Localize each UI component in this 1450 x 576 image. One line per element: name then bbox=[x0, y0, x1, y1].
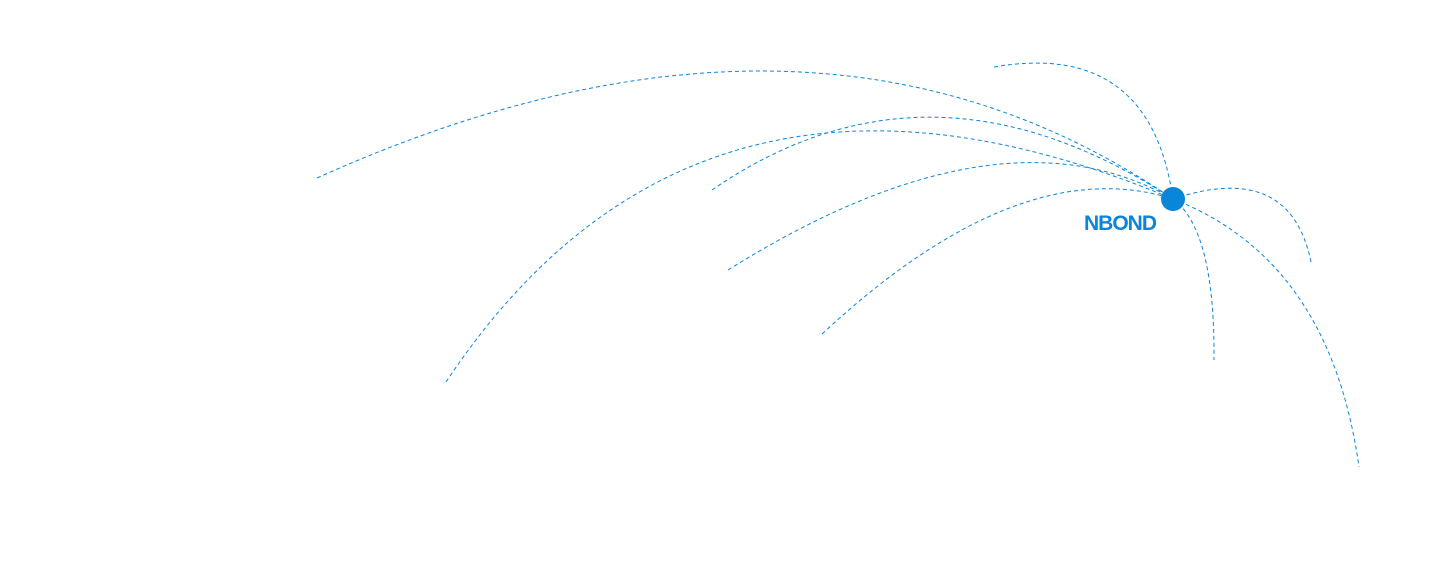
connection-arc bbox=[1172, 187, 1312, 263]
connection-arc bbox=[1172, 198, 1360, 468]
connection-arc bbox=[993, 62, 1174, 200]
connection-arc bbox=[821, 188, 1174, 335]
connection-arc bbox=[1172, 198, 1215, 361]
connection-arc bbox=[711, 116, 1174, 200]
connection-arc bbox=[445, 130, 1174, 383]
hub-label: NBOND bbox=[1084, 212, 1157, 235]
hub-dot bbox=[1161, 187, 1185, 211]
connection-arc bbox=[316, 70, 1174, 200]
connection-arc bbox=[727, 162, 1174, 271]
